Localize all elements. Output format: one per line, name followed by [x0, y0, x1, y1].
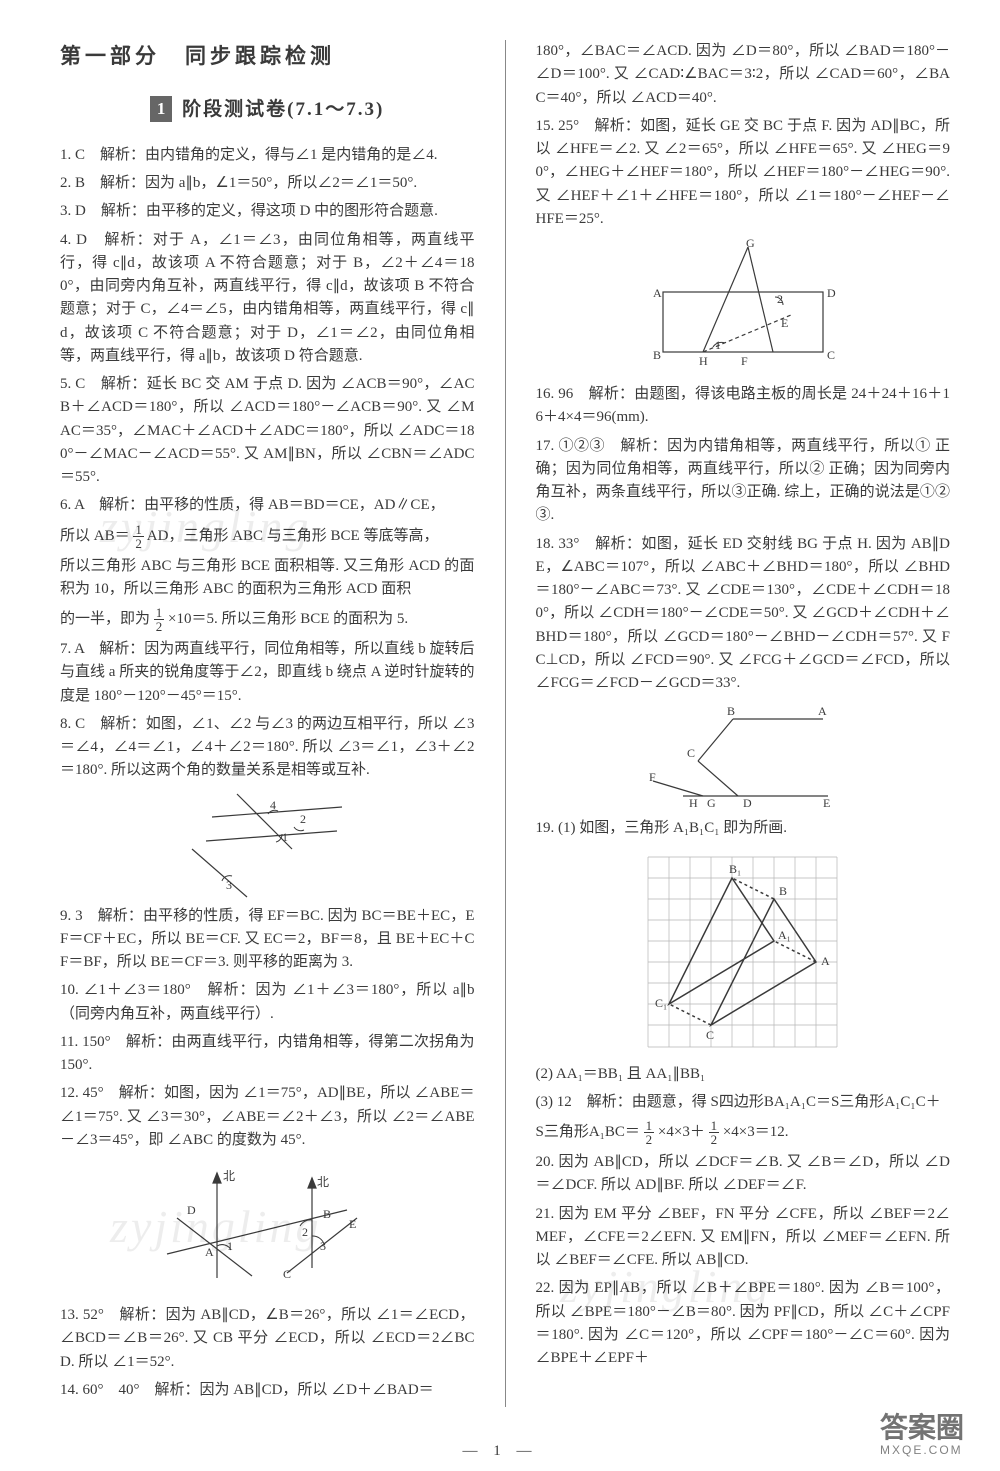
- svg-text:D: D: [743, 796, 752, 810]
- svg-text:E: E: [349, 1217, 356, 1231]
- svg-text:B: B: [727, 704, 735, 718]
- q18: 18. 33° 解析：如图，延长 ED 交射线 BG 于点 H. 因为 AB∥D…: [536, 533, 951, 696]
- fraction-half-3: 12: [644, 1119, 655, 1146]
- right-column: 180°，∠BAC＝∠ACD. 因为 ∠D＝80°，所以 ∠BAD＝180°－∠…: [536, 40, 951, 1407]
- q6-line2: 所以 AB＝ 12 AD，三角形 ABC 与三角形 BCE 等底等高，: [60, 523, 475, 550]
- svg-text:D: D: [827, 286, 836, 300]
- svg-text:C: C: [827, 348, 835, 362]
- svg-text:C: C: [687, 746, 695, 760]
- brand-name: 答案圈: [880, 1412, 964, 1443]
- figure-q15: G A D B C H F E 1 2: [536, 237, 951, 377]
- svg-text:H: H: [689, 796, 698, 810]
- q15: 15. 25° 解析：如图，延长 GE 交 BC 于点 F. 因为 AD∥BC，…: [536, 115, 951, 231]
- svg-text:C: C: [706, 1028, 714, 1042]
- q3: 3. D 解析：由平移的定义，得这项 D 中的图形符合题意.: [60, 200, 475, 223]
- section-header: 1 阶段测试卷(7.1～7.3): [60, 95, 475, 124]
- fraction-half-2: 12: [154, 606, 165, 633]
- svg-text:E: E: [823, 796, 830, 810]
- svg-text:1: 1: [715, 338, 721, 352]
- figure-q19: B₁ B A A₁ C₁ C: [536, 847, 951, 1057]
- svg-text:G: G: [746, 237, 755, 250]
- q11: 11. 150° 解析：由两直线平行，内错角相等，得第二次拐角为 150°.: [60, 1031, 475, 1078]
- q1: 1. C 解析：由内错角的定义，得与∠1 是内错角的是∠4.: [60, 144, 475, 167]
- svg-text:H: H: [699, 354, 708, 368]
- q17: 17. ①②③ 解析：因为内错角相等，两直线平行，所以① 正确；因为同位角相等，…: [536, 435, 951, 528]
- q6-line1: 6. A 解析：由平移的性质，得 AB＝BD＝CE，AD∥CE，: [60, 494, 475, 517]
- figure-q18: B A C F H G D E: [536, 701, 951, 811]
- q19-3a: (3) 12 解析：由题意，得 S四边形BA₁A₁C＝S三角形A₁C₁C＋: [536, 1091, 951, 1114]
- q19-2: (2) AA₁＝BB₁ 且 AA₁∥BB₁: [536, 1063, 951, 1086]
- brand-watermark: 答案圈 MXQE.COM: [880, 1406, 964, 1457]
- svg-text:B: B: [779, 884, 787, 898]
- svg-text:B: B: [323, 1207, 331, 1221]
- q7: 7. A 解析：因为两直线平行，同位角相等，所以直线 b 旋转后与直线 a 所夹…: [60, 638, 475, 708]
- svg-text:1: 1: [282, 830, 288, 844]
- brand-url: MXQE.COM: [880, 1443, 964, 1457]
- svg-text:北: 北: [223, 1169, 235, 1183]
- svg-text:3: 3: [226, 878, 232, 892]
- part-title: 第一部分 同步跟踪检测: [60, 40, 475, 73]
- page-number: — 1 —: [0, 1443, 1000, 1460]
- svg-text:A₁: A₁: [778, 928, 791, 942]
- svg-text:2: 2: [300, 812, 306, 826]
- svg-text:A: A: [818, 704, 827, 718]
- fraction-half-4: 12: [709, 1119, 720, 1146]
- fraction-half-1: 12: [133, 523, 144, 550]
- figure-q8: 4 2 1 3: [60, 789, 475, 899]
- section-title: 阶段测试卷(7.1～7.3): [182, 95, 384, 124]
- q20: 20. 因为 AB∥CD，所以 ∠DCF＝∠B. 又 ∠B＝∠D，所以 ∠D＝∠…: [536, 1151, 951, 1198]
- q6-line4: 的一半，即为 12 ×10＝5. 所以三角形 BCE 的面积为 5.: [60, 606, 475, 633]
- q19-3b: S三角形A₁BC＝ 12 ×4×3＋ 12 ×4×3＝12.: [536, 1119, 951, 1146]
- svg-text:B₁: B₁: [729, 862, 741, 876]
- q14-cont: 180°，∠BAC＝∠ACD. 因为 ∠D＝80°，所以 ∠BAD＝180°－∠…: [536, 40, 951, 110]
- svg-text:A: A: [653, 286, 662, 300]
- svg-text:A: A: [821, 954, 830, 968]
- svg-text:D: D: [187, 1203, 196, 1217]
- q9: 9. 3 解析：由平移的性质，得 EF＝BC. 因为 BC＝BE＋EC，EF＝C…: [60, 905, 475, 975]
- svg-text:F: F: [649, 770, 656, 784]
- section-number-badge: 1: [150, 96, 172, 122]
- q10: 10. ∠1＋∠3＝180° 解析：因为 ∠1＋∠3＝180°，所以 a∥b（同…: [60, 979, 475, 1026]
- svg-text:G: G: [707, 796, 716, 810]
- svg-text:2: 2: [302, 1225, 308, 1239]
- q21: 21. 因为 EM 平分 ∠BEF，FN 平分 ∠CFE，所以 ∠BEF＝2∠M…: [536, 1203, 951, 1273]
- q5: 5. C 解析：延长 BC 交 AM 于点 D. 因为 ∠ACB＝90°，∠AC…: [60, 373, 475, 489]
- svg-text:A: A: [205, 1245, 214, 1259]
- svg-text:C₁: C₁: [655, 996, 667, 1010]
- left-column: 第一部分 同步跟踪检测 1 阶段测试卷(7.1～7.3) 1. C 解析：由内错…: [60, 40, 475, 1407]
- q19-1: 19. (1) 如图，三角形 A₁B₁C₁ 即为所画.: [536, 817, 951, 840]
- q13: 13. 52° 解析：因为 AB∥CD，∠B＝26°，所以 ∠1＝∠ECD，∠B…: [60, 1304, 475, 1374]
- figure-q12: 北 D A 1 北 B 2 3 C E: [60, 1158, 475, 1298]
- q12: 12. 45° 解析：如图，因为 ∠1＝75°，AD∥BE，所以 ∠ABE＝∠1…: [60, 1082, 475, 1152]
- q2: 2. B 解析：因为 a∥b，∠1＝50°，所以∠2＝∠1＝50°.: [60, 172, 475, 195]
- svg-text:F: F: [741, 354, 748, 368]
- svg-text:B: B: [653, 348, 661, 362]
- svg-text:北: 北: [317, 1175, 329, 1189]
- q16: 16. 96 解析：由题图，得该电路主板的周长是 24＋24＋16＋16＋4×4…: [536, 383, 951, 430]
- q8: 8. C 解析：如图，∠1、∠2 与∠3 的两边互相平行，所以 ∠3＝∠4，∠4…: [60, 713, 475, 783]
- svg-text:C: C: [283, 1267, 291, 1281]
- q4: 4. D 解析：对于 A，∠1＝∠3，由同位角相等，两直线平行，得 c∥d，故该…: [60, 229, 475, 369]
- svg-text:E: E: [781, 316, 788, 330]
- column-divider: [505, 40, 506, 1407]
- q14: 14. 60° 40° 解析：因为 AB∥CD，所以 ∠D＋∠BAD＝: [60, 1379, 475, 1402]
- q6-line3: 所以三角形 ABC 与三角形 BCE 面积相等. 又三角形 ACD 的面积为 1…: [60, 555, 475, 602]
- q22: 22. 因为 EP∥AB，所以 ∠B＋∠BPE＝180°. 因为 ∠B＝100°…: [536, 1277, 951, 1370]
